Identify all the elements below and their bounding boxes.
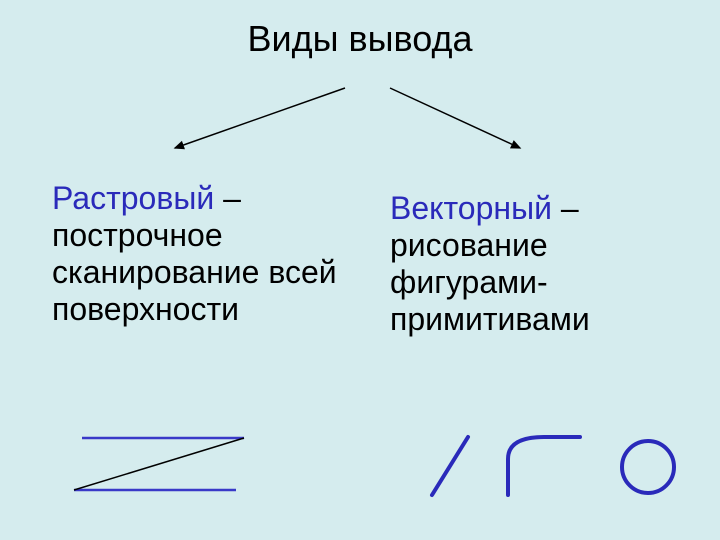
arrow-left — [175, 88, 345, 148]
raster-term: Растровый — [52, 180, 214, 216]
vector-illustration — [400, 425, 700, 515]
raster-dash: – — [214, 180, 241, 216]
raster-illustration — [56, 430, 276, 510]
vector-prim-circle — [622, 441, 674, 493]
vector-prim-line — [432, 437, 468, 495]
vector-term: Векторный — [390, 190, 552, 226]
raster-desc: построчное сканирование всей поверхности — [52, 217, 337, 327]
raster-block: Растровый – построчное сканирование всей… — [52, 180, 362, 328]
branch-arrows — [0, 70, 720, 170]
arrow-right — [390, 88, 520, 148]
raster-line-2 — [74, 438, 244, 490]
vector-block: Векторный – рисование фигурами-примитива… — [390, 190, 690, 338]
vector-dash: – — [552, 190, 579, 226]
vector-desc: рисование фигурами-примитивами — [390, 227, 590, 337]
vector-prim-arc — [508, 437, 580, 495]
page-title: Виды вывода — [0, 18, 720, 60]
